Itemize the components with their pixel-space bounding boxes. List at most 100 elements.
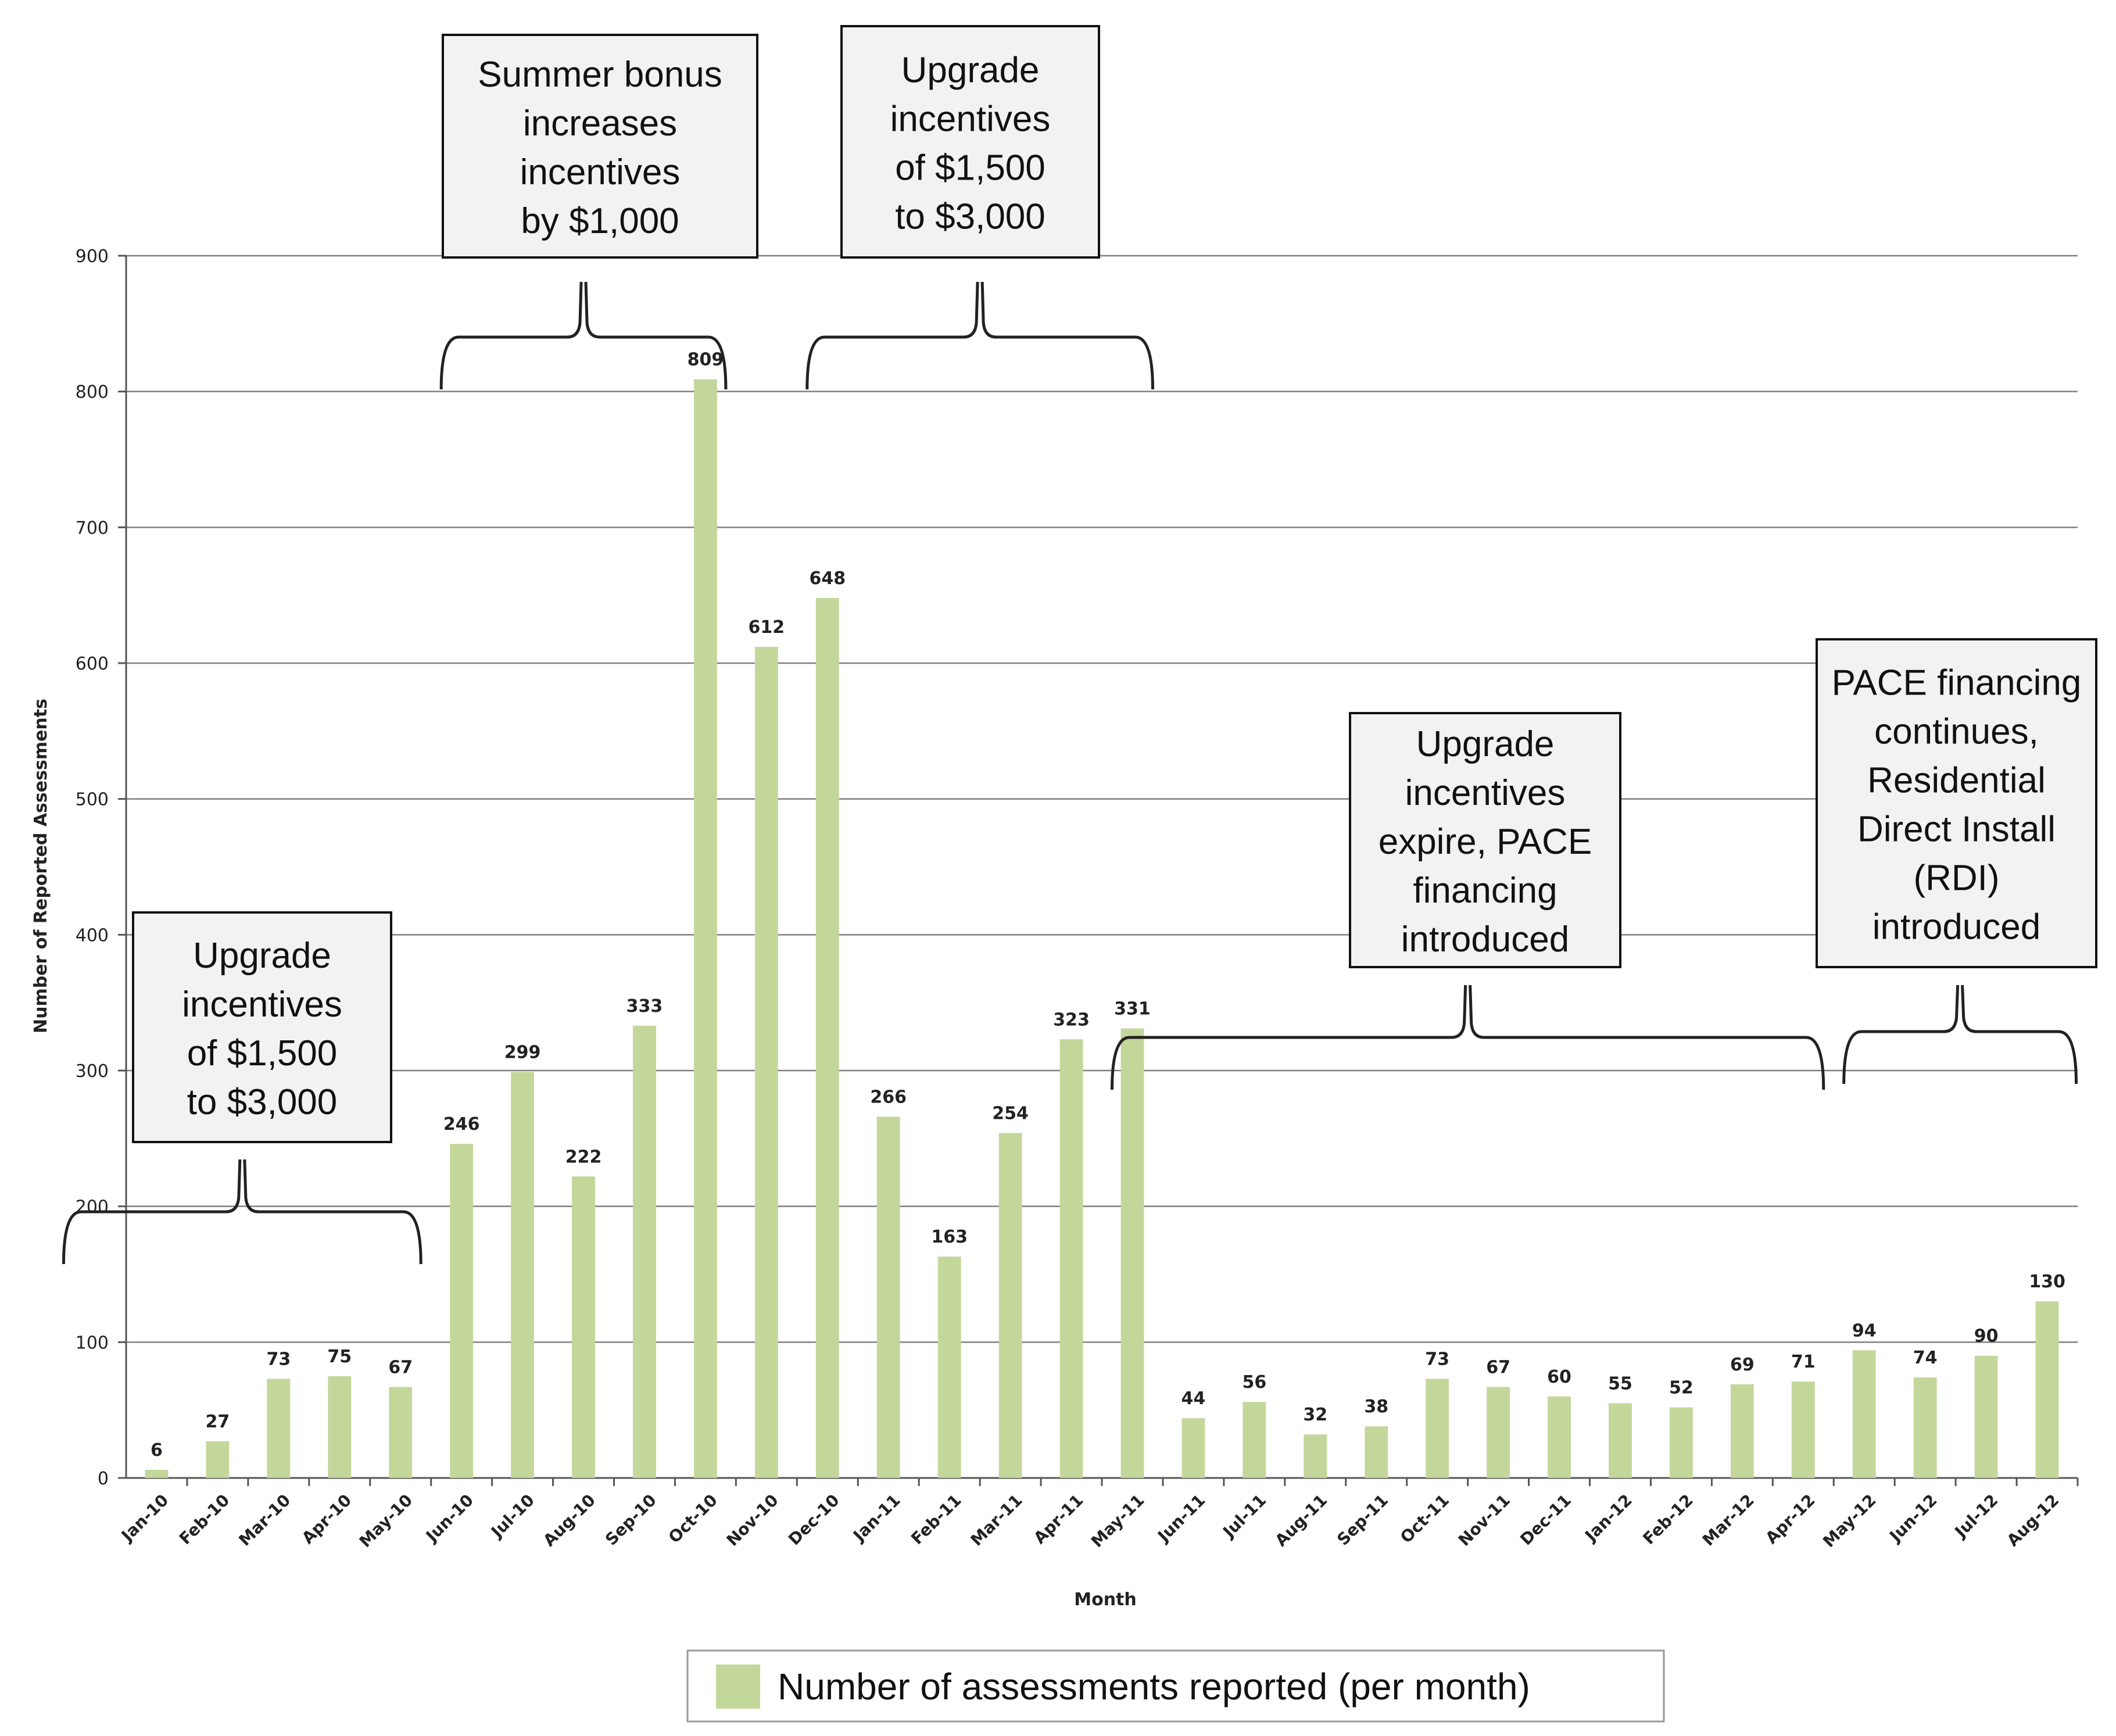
y-tick-label-900: 900 [76, 246, 109, 267]
bar-label-Apr-11: 323 [1053, 1010, 1090, 1030]
brace-ann5 [1842, 985, 2078, 1084]
bar-Oct-10 [693, 379, 717, 1478]
annotation-line-ann4-2: expire, PACE [1379, 822, 1592, 862]
bar-label-Feb-12: 52 [1669, 1377, 1693, 1398]
bar-label-Nov-11: 67 [1486, 1357, 1510, 1377]
bar-Aug-10 [572, 1176, 595, 1478]
bar-label-Oct-11: 73 [1425, 1349, 1449, 1369]
annotation-line-ann3-0: Upgrade [901, 51, 1040, 91]
x-tick-label-Jun-10: Jun-10 [421, 1491, 477, 1547]
bar-label-May-12: 94 [1852, 1320, 1877, 1341]
annotation-line-ann2-2: incentives [520, 152, 681, 192]
brace-ann2 [439, 281, 728, 390]
annotation-line-ann1-0: Upgrade [193, 936, 331, 976]
bar-Oct-11 [1426, 1379, 1449, 1478]
annotation-line-ann1-2: of $1,500 [187, 1033, 338, 1073]
x-tick-label-Apr-12: Apr-12 [1761, 1491, 1818, 1548]
annotation-braces [62, 281, 2078, 1265]
bar-label-Jul-11: 56 [1242, 1372, 1266, 1393]
brace-ann3 [805, 281, 1154, 390]
bar-Jan-10 [145, 1469, 169, 1478]
annotation-boxes: Upgrade incentives of $1,500 to $3,000 Summe… [132, 25, 2097, 1143]
annotation-line-ann1-1: incentives [182, 985, 342, 1025]
annotation-line-ann5-3: Direct Install [1857, 810, 2056, 850]
annotation-box-ann1 [132, 911, 392, 1143]
x-tick-label-Sep-11: Sep-11 [1333, 1491, 1392, 1549]
annotation-box-ann2 [442, 34, 758, 259]
bar-label-Dec-10: 648 [809, 568, 846, 589]
legend-swatch [716, 1665, 760, 1709]
y-axis-title: Number of Reported Assessments [31, 699, 51, 1033]
y-tick-label-800: 800 [76, 382, 109, 403]
bar-label-Jan-10: 6 [151, 1440, 163, 1461]
annotation-ann5: PACE financing continues, Residential Direc… [1816, 638, 2097, 968]
bar-Dec-11 [1548, 1396, 1571, 1478]
bar-May-11 [1120, 1028, 1144, 1478]
y-tick-label-400: 400 [76, 925, 109, 946]
annotation-line-ann4-1: incentives [1405, 773, 1566, 813]
x-tick-label-Sep-10: Sep-10 [601, 1491, 660, 1549]
x-tick-label-Mar-12: Mar-12 [1699, 1491, 1758, 1550]
x-tick-label-Oct-10: Oct-10 [665, 1491, 721, 1547]
annotation-line-ann3-1: incentives [890, 99, 1051, 139]
bar-label-Apr-12: 71 [1791, 1352, 1816, 1372]
x-tick-label-Jul-12: Jul-12 [1950, 1491, 2002, 1542]
annotation-line-ann5-2: Residential [1867, 761, 2046, 801]
x-tick-label-Jun-12: Jun-12 [1885, 1491, 1941, 1547]
x-tick-label-Apr-11: Apr-11 [1030, 1491, 1087, 1548]
annotation-line-ann5-0: PACE financing [1832, 663, 2082, 703]
annotation-line-ann5-5: introduced [1872, 907, 2041, 947]
bar-label-Apr-10: 75 [327, 1347, 352, 1367]
bar-label-Jul-12: 90 [1974, 1326, 1999, 1347]
bar-label-Jun-12: 74 [1913, 1348, 1938, 1368]
x-tick-label-May-11: May-11 [1087, 1491, 1148, 1551]
bar-Jan-11 [876, 1116, 900, 1478]
annotation-ann2: Summer bonus increases incentives by $1,000 [442, 34, 758, 259]
bar-Mar-12 [1730, 1384, 1754, 1478]
bar-label-Jan-11: 266 [870, 1087, 907, 1107]
x-tick-label-Feb-11: Feb-11 [907, 1491, 965, 1548]
bar-Feb-11 [937, 1257, 961, 1478]
bar-label-Jun-11: 44 [1181, 1388, 1206, 1409]
annotation-line-ann3-2: of $1,500 [895, 148, 1046, 188]
x-tick-label-Jul-10: Jul-10 [486, 1491, 538, 1542]
bar-label-Aug-12: 130 [2029, 1272, 2065, 1292]
annotation-line-ann5-4: (RDI) [1913, 858, 1999, 899]
bar-label-Nov-10: 612 [749, 617, 785, 638]
x-tick-labels: Jan-10 Feb-10 Mar-10 Apr-10 May-10 Jun-10 Jul-… [117, 1491, 2063, 1551]
x-tick-label-Jan-12: Jan-12 [1581, 1491, 1636, 1546]
annotation-line-ann2-0: Summer bonus [478, 55, 722, 95]
bar-Nov-10 [754, 646, 778, 1478]
x-tick-label-Mar-10: Mar-10 [235, 1491, 294, 1550]
y-tick-label-300: 300 [76, 1061, 109, 1082]
bar-label-Sep-10: 333 [626, 996, 663, 1016]
annotation-line-ann2-3: by $1,000 [521, 201, 679, 241]
annotation-line-ann4-0: Upgrade [1416, 724, 1555, 764]
bar-label-Feb-11: 163 [931, 1227, 968, 1247]
annotation-line-ann4-3: financing [1413, 871, 1557, 911]
y-tick-label-200: 200 [76, 1197, 109, 1218]
annotation-ann1: Upgrade incentives of $1,500 to $3,000 [132, 911, 392, 1143]
x-tick-label-Oct-11: Oct-11 [1397, 1491, 1453, 1547]
brace-ann1 [62, 1159, 423, 1265]
annotation-box-ann5 [1816, 638, 2097, 968]
y-tick-labels: 0 100 200 300 400 500 600 700 800 900 [76, 246, 109, 1489]
x-tick-label-Jun-11: Jun-11 [1153, 1491, 1209, 1547]
bar-Dec-10 [815, 597, 839, 1478]
x-tick-label-Jul-11: Jul-11 [1219, 1491, 1270, 1542]
x-tick-label-Feb-10: Feb-10 [176, 1491, 233, 1548]
bar-label-Dec-11: 60 [1547, 1367, 1571, 1387]
bar-label-Oct-10: 809 [688, 350, 724, 370]
bar-label-Mar-10: 73 [266, 1349, 291, 1369]
bar-Jul-12 [1974, 1355, 1998, 1478]
x-tick-label-Jan-11: Jan-11 [848, 1491, 904, 1546]
annotation-line-ann5-1: continues, [1874, 712, 2039, 752]
bar-Jul-10 [511, 1072, 535, 1478]
bar-Sep-11 [1365, 1426, 1388, 1478]
bar-Jan-12 [1609, 1403, 1632, 1478]
bar-label-May-10: 67 [388, 1357, 413, 1377]
bar-Mar-10 [267, 1379, 291, 1478]
x-tick-label-Feb-12: Feb-12 [1639, 1491, 1696, 1548]
legend-label: Number of assessments reported (per mont… [778, 1666, 1530, 1708]
axes [125, 256, 2079, 1486]
